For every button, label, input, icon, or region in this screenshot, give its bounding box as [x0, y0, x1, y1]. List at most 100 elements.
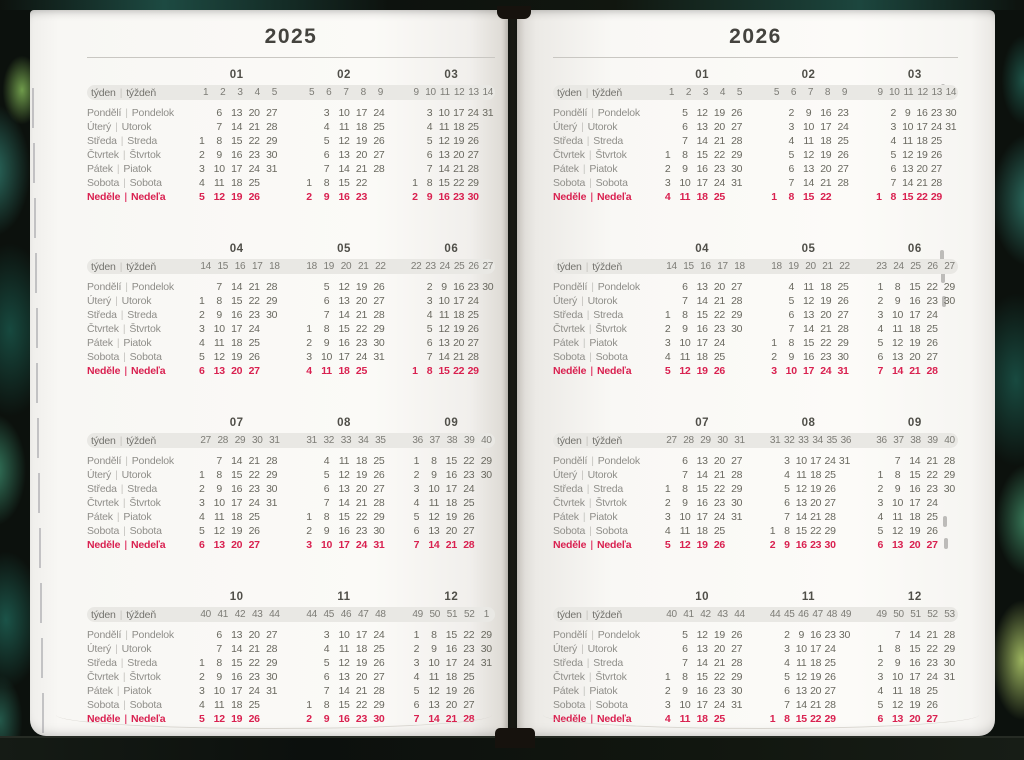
date-cell: 17: [909, 309, 921, 321]
months-row: 5 12 19 26 2 9 16 23 2 9 16 23 30: [193, 191, 495, 203]
date-cell: [728, 539, 745, 551]
day-label: Úterý | Utorok: [553, 295, 659, 307]
date-cell: [480, 177, 495, 189]
date-cell: 28: [837, 323, 849, 335]
date-cell: 28: [731, 295, 743, 307]
date-cell: 11: [214, 337, 225, 349]
label-separator: |: [123, 525, 126, 537]
months-row: 7 14 21 28 4 11 18 25 4 11 18 25: [659, 135, 958, 147]
week-number: 13: [468, 87, 479, 98]
date-cell: 18: [820, 135, 832, 147]
week-number: 8: [824, 87, 831, 98]
day-row: Neděle | Nedeľa 4 11 18 25 1 8 15 22 29 6 13 20 27: [553, 712, 958, 726]
month-dates: 5 12 19 26: [765, 295, 851, 307]
date-cell: 9: [682, 323, 688, 335]
date-cell: 21: [445, 713, 457, 725]
date-cell: 11: [796, 469, 807, 481]
month-week-numbers: 40 41 42 43 44: [197, 609, 283, 620]
date-cell: 11: [679, 351, 691, 363]
date-cell: 28: [731, 657, 743, 669]
date-cell: [263, 177, 280, 189]
date-cell: 17: [445, 657, 457, 669]
date-cell: 10: [213, 163, 225, 175]
month-dates: 3 10 17 24 31: [659, 511, 745, 523]
week-number: 7: [343, 87, 349, 98]
day-label-cs: Neděle: [87, 191, 121, 203]
week-label-cs: týden: [557, 608, 582, 621]
week-header-label: týden | týždeň: [87, 261, 197, 273]
date-cell: 24: [355, 351, 368, 363]
month-dates: 5 12 19 26: [408, 135, 495, 147]
date-cell: 9: [216, 309, 222, 321]
date-cell: 12: [213, 713, 225, 725]
label-separator: |: [115, 295, 118, 307]
date-cell: [659, 629, 676, 641]
day-label-sk: Sobota: [595, 177, 628, 189]
date-cell: 6: [426, 149, 433, 161]
label-separator: |: [119, 260, 123, 273]
date-cell: 6: [323, 483, 330, 495]
date-cell: [480, 351, 495, 363]
date-cell: [263, 191, 280, 203]
date-cell: 1: [771, 337, 777, 349]
date-cell: 22: [453, 365, 465, 377]
day-label-cs: Čtvrtek: [87, 323, 119, 335]
date-cell: 24: [713, 511, 725, 523]
month-week-numbers: 9 10 11 12 13 14: [409, 87, 495, 98]
week-number: 24: [439, 261, 451, 272]
date-cell: 14: [231, 643, 243, 655]
month-dates: 2 9 16 23: [765, 107, 851, 119]
month-dates: 2 9 16 23 30: [765, 351, 851, 363]
date-cell: [765, 309, 782, 321]
date-cell: 10: [428, 483, 440, 495]
date-cell: 20: [248, 629, 260, 641]
day-label: Neděle | Nedeľa: [553, 539, 659, 551]
date-cell: 8: [894, 643, 901, 655]
day-label-sk: Nedeľa: [596, 713, 632, 725]
date-cell: 29: [824, 525, 836, 537]
date-cell: 11: [679, 191, 691, 203]
month-dates: 2 9 16 23 30: [193, 309, 280, 321]
date-cell: 2: [198, 149, 205, 161]
date-cell: [765, 671, 779, 683]
date-cell: 14: [802, 177, 815, 189]
date-cell: 11: [321, 365, 332, 377]
date-cell: 1: [306, 323, 312, 335]
day-label-cs: Pátek: [553, 511, 579, 523]
month-dates: 7 14 21 28: [659, 469, 745, 481]
month-number: 10: [229, 591, 244, 603]
date-cell: 19: [713, 107, 725, 119]
date-cell: 6: [784, 497, 790, 509]
week-label-sk: týždeň: [126, 608, 156, 621]
day-row: Čtvrtek | Štvrtok 1 8 15 22 29 5 12 19 26 3 10 17 24 31: [553, 670, 958, 684]
date-cell: 2: [664, 323, 671, 335]
date-cell: 29: [266, 657, 278, 669]
day-label-sk: Nedeľa: [596, 539, 632, 551]
day-row: Čtvrtek | Štvrtok 3 10 17 24 1 8 15 22 29 5 12 19 26: [87, 322, 495, 336]
date-cell: 18: [696, 713, 708, 725]
week-header-label: týden | týždeň: [553, 87, 663, 99]
date-cell: 16: [916, 107, 928, 119]
month-dates: 2 9 16 23 30: [408, 469, 495, 481]
label-separator: |: [122, 497, 126, 509]
month-dates: 2 9 16 23 30: [765, 539, 851, 551]
label-separator: |: [119, 434, 123, 447]
date-cell: 27: [731, 281, 743, 293]
week-number: 9: [877, 87, 883, 98]
date-cell: 22: [713, 149, 725, 161]
month-dates: 4 11 18 25: [193, 177, 280, 189]
day-label: Sobota | Sobota: [553, 177, 659, 189]
date-cell: 10: [320, 351, 333, 363]
date-cell: 1: [198, 469, 205, 481]
date-cell: [765, 511, 779, 523]
date-cell: 5: [323, 657, 330, 669]
date-cell: 13: [892, 351, 904, 363]
day-label: Neděle | Nedeľa: [553, 191, 659, 203]
date-cell: 22: [463, 455, 475, 467]
day-label-sk: Utorok: [121, 295, 152, 307]
date-cell: 26: [926, 337, 938, 349]
month-dates: 7 14 21 28: [659, 135, 745, 147]
date-cell: [765, 483, 779, 495]
month-dates: 4 11 18 25: [659, 191, 745, 203]
